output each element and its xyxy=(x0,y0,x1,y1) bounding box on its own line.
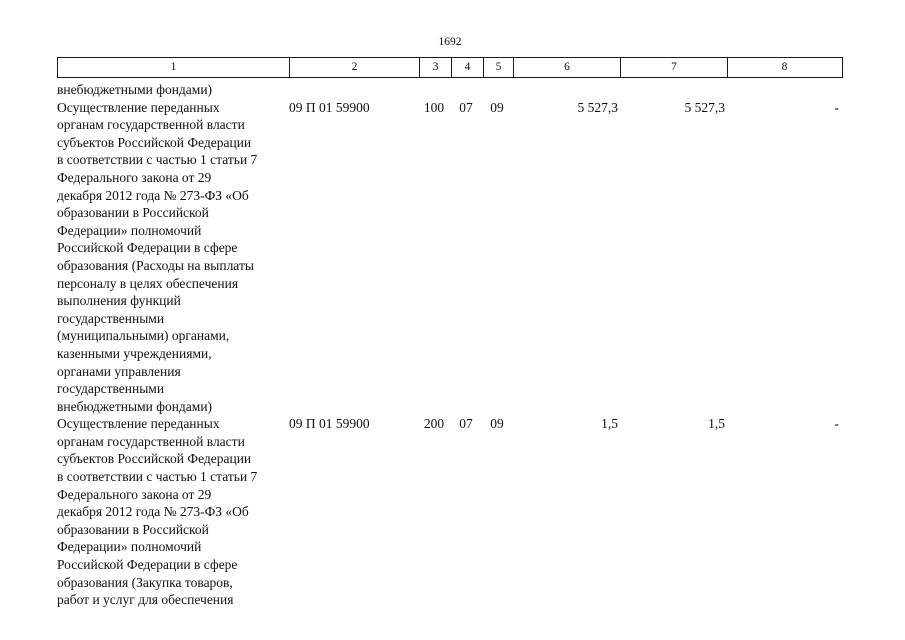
cell-amount-1: 5 527,3 xyxy=(577,99,619,115)
cell-amount-1 xyxy=(512,81,619,99)
column-header-4: 4 xyxy=(451,58,483,77)
cell-amount-3: - xyxy=(834,416,840,432)
cell-section xyxy=(450,81,482,99)
table-body: внебюджетными фондами) Осуществление пер… xyxy=(57,81,843,609)
column-header-1: 1 xyxy=(170,61,177,73)
page-number: 1692 xyxy=(438,36,462,48)
cell-amount-3: - xyxy=(834,99,840,115)
cell-section: 07 xyxy=(459,416,473,432)
cell-subsection: 09 xyxy=(490,99,504,115)
table-row: Осуществление переданных органам государ… xyxy=(57,99,843,416)
column-header-7: 7 xyxy=(620,58,727,77)
cell-name: Осуществление переданных органам государ… xyxy=(57,416,258,608)
column-header-2: 2 xyxy=(289,58,419,77)
table-row-continuation: внебюджетными фондами) xyxy=(57,81,843,99)
cell-amount-3 xyxy=(726,81,840,99)
cell-expense-type: 100 xyxy=(423,99,445,115)
column-header-3: 3 xyxy=(419,58,451,77)
cell-amount-1: 1,5 xyxy=(601,416,618,432)
cell-expense-type xyxy=(418,81,450,99)
column-header-5: 5 xyxy=(483,58,513,77)
cell-name: внебюджетными фондами) xyxy=(57,82,213,97)
cell-budget-code: 09 П 01 59900 xyxy=(289,99,370,115)
cell-amount-2: 1,5 xyxy=(708,416,725,432)
table-header-row: 1 2 3 4 5 6 7 8 xyxy=(57,57,843,78)
cell-subsection xyxy=(482,81,512,99)
cell-amount-2: 5 527,3 xyxy=(684,99,726,115)
cell-budget-code xyxy=(288,81,418,99)
budget-table: 1 2 3 4 5 6 7 8 внебюджетными фондами) О… xyxy=(57,57,843,609)
cell-expense-type: 200 xyxy=(423,416,445,432)
cell-budget-code: 09 П 01 59900 xyxy=(289,416,370,432)
cell-name: Осуществление переданных органам государ… xyxy=(57,99,258,414)
table-row: Осуществление переданных органам государ… xyxy=(57,415,843,609)
column-header-8: 8 xyxy=(727,58,841,77)
column-header-6: 6 xyxy=(513,58,620,77)
cell-amount-2 xyxy=(619,81,726,99)
cell-subsection: 09 xyxy=(490,416,504,432)
cell-section: 07 xyxy=(459,99,473,115)
